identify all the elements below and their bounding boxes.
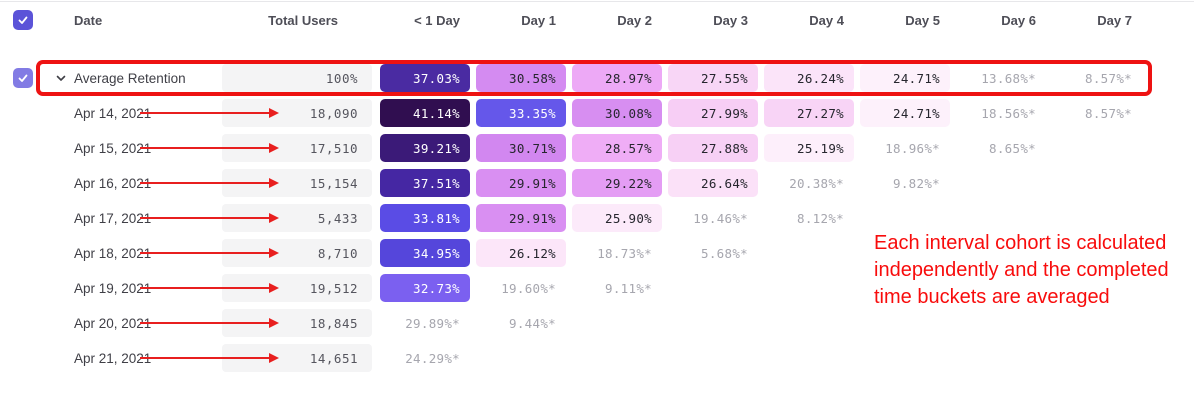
retention-value-cell[interactable]: 28.57%: [572, 134, 662, 162]
retention-value-cell[interactable]: 18.73%*: [597, 245, 652, 261]
table-top-border: [0, 1, 1194, 2]
table-row: Apr 18, 2021 8,710 34.95% 26.12% 18.73%* 5.68…: [0, 239, 1194, 267]
retention-value-cell[interactable]: 8.65%*: [989, 140, 1036, 156]
row-checkbox[interactable]: [13, 68, 33, 88]
retention-value-cell[interactable]: 20.38%*: [789, 175, 844, 191]
red-arrow-annotation: [140, 143, 279, 153]
table-body: Average Retention 100% 37.03% 30.58% 28.97% 2…: [0, 64, 1194, 372]
retention-value-cell[interactable]: 8.57%*: [1085, 105, 1132, 121]
row-label: Apr 16, 2021: [74, 175, 152, 191]
column-header-lt1day: < 1 Day: [414, 12, 460, 28]
column-header-day7: Day 7: [1097, 12, 1132, 28]
retention-value-cell[interactable]: 24.71%: [860, 64, 950, 92]
retention-value-cell[interactable]: 24.29%*: [405, 350, 460, 366]
retention-value-cell[interactable]: 25.19%: [764, 134, 854, 162]
column-header-day3: Day 3: [713, 12, 748, 28]
retention-value-cell[interactable]: 27.88%: [668, 134, 758, 162]
column-header-day2: Day 2: [617, 12, 652, 28]
retention-value-cell[interactable]: 19.46%*: [693, 210, 748, 226]
retention-value-cell[interactable]: 24.71%: [860, 99, 950, 127]
retention-cohort-table: Date Total Users < 1 Day Day 1 Day 2 Day…: [0, 2, 1194, 379]
retention-value-cell[interactable]: 26.64%: [668, 169, 758, 197]
red-arrow-annotation: [140, 178, 279, 188]
retention-value-cell[interactable]: 29.89%*: [405, 315, 460, 331]
retention-value-cell[interactable]: 26.24%: [764, 64, 854, 92]
retention-value-cell[interactable]: 30.71%: [476, 134, 566, 162]
retention-value-cell[interactable]: 29.22%: [572, 169, 662, 197]
retention-value-cell[interactable]: 27.99%: [668, 99, 758, 127]
red-arrow-annotation: [140, 108, 279, 118]
table-row: Average Retention 100% 37.03% 30.58% 28.97% 2…: [0, 64, 1194, 92]
retention-value-cell[interactable]: 18.96%*: [885, 140, 940, 156]
retention-value-cell[interactable]: 37.51%: [380, 169, 470, 197]
retention-value-cell[interactable]: 27.27%: [764, 99, 854, 127]
retention-value-cell[interactable]: 9.82%*: [893, 175, 940, 191]
red-arrow-annotation: [140, 283, 279, 293]
retention-value-cell[interactable]: 34.95%: [380, 239, 470, 267]
retention-value-cell[interactable]: 26.12%: [476, 239, 566, 267]
retention-value-cell[interactable]: 41.14%: [380, 99, 470, 127]
row-label: Average Retention: [74, 70, 186, 86]
retention-value-cell[interactable]: 9.44%*: [509, 315, 556, 331]
total-users-cell: 100%: [222, 64, 372, 92]
table-row: Apr 17, 2021 5,433 33.81% 29.91% 25.90% 19.46…: [0, 204, 1194, 232]
table-row: Apr 15, 2021 17,510 39.21% 30.71% 28.57% 27.8…: [0, 134, 1194, 162]
row-label: Apr 17, 2021: [74, 210, 152, 226]
check-icon: [18, 74, 28, 82]
table-row: Apr 20, 2021 18,845 29.89%* 9.44%*: [0, 309, 1194, 337]
retention-value-cell[interactable]: 37.03%: [380, 64, 470, 92]
retention-value-cell[interactable]: 5.68%*: [701, 245, 748, 261]
retention-value-cell[interactable]: 32.73%: [380, 274, 470, 302]
total-users-cell: 18,845: [222, 309, 372, 337]
retention-value-cell[interactable]: 33.35%: [476, 99, 566, 127]
row-label: Apr 14, 2021: [74, 105, 152, 121]
red-arrow-annotation: [140, 318, 279, 328]
retention-value-cell[interactable]: 27.55%: [668, 64, 758, 92]
row-label: Apr 21, 2021: [74, 350, 152, 366]
retention-value-cell[interactable]: 30.58%: [476, 64, 566, 92]
retention-value-cell[interactable]: 25.90%: [572, 204, 662, 232]
retention-value-cell[interactable]: 29.91%: [476, 204, 566, 232]
table-row: Apr 19, 2021 19,512 32.73% 19.60%* 9.11%*: [0, 274, 1194, 302]
check-icon: [18, 16, 28, 24]
row-label: Apr 20, 2021: [74, 315, 152, 331]
retention-value-cell[interactable]: 33.81%: [380, 204, 470, 232]
row-label: Apr 19, 2021: [74, 280, 152, 296]
table-row: Apr 16, 2021 15,154 37.51% 29.91% 29.22% 26.6…: [0, 169, 1194, 197]
table-row: Apr 21, 2021 14,651 24.29%*: [0, 344, 1194, 372]
red-arrow-annotation: [140, 213, 279, 223]
red-arrow-annotation: [140, 353, 279, 363]
red-arrow-annotation: [140, 248, 279, 258]
row-label: Apr 18, 2021: [74, 245, 152, 261]
column-header-day4: Day 4: [809, 12, 844, 28]
select-all-checkbox[interactable]: [13, 10, 33, 30]
table-row: Apr 14, 2021 18,090 41.14% 33.35% 30.08% 27.9…: [0, 99, 1194, 127]
column-header-day1: Day 1: [521, 12, 556, 28]
chevron-down-icon[interactable]: [55, 72, 67, 84]
row-label: Apr 15, 2021: [74, 140, 152, 156]
column-header-date: Date: [74, 12, 103, 28]
column-header-total-users: Total Users: [268, 12, 338, 28]
column-header-day6: Day 6: [1001, 12, 1036, 28]
red-annotation-note: Each interval cohort is calculated indep…: [874, 232, 1169, 308]
retention-value-cell[interactable]: 9.11%*: [605, 280, 652, 296]
retention-value-cell[interactable]: 8.57%*: [1085, 70, 1132, 86]
table-header: Date Total Users < 1 Day Day 1 Day 2 Day…: [0, 2, 1194, 38]
retention-value-cell[interactable]: 8.12%*: [797, 210, 844, 226]
retention-value-cell[interactable]: 39.21%: [380, 134, 470, 162]
retention-value-cell[interactable]: 28.97%: [572, 64, 662, 92]
column-header-day5: Day 5: [905, 12, 940, 28]
retention-value-cell[interactable]: 19.60%*: [501, 280, 556, 296]
retention-value-cell[interactable]: 30.08%: [572, 99, 662, 127]
retention-value-cell[interactable]: 18.56%*: [981, 105, 1036, 121]
retention-value-cell[interactable]: 13.68%*: [981, 70, 1036, 86]
retention-value-cell[interactable]: 29.91%: [476, 169, 566, 197]
